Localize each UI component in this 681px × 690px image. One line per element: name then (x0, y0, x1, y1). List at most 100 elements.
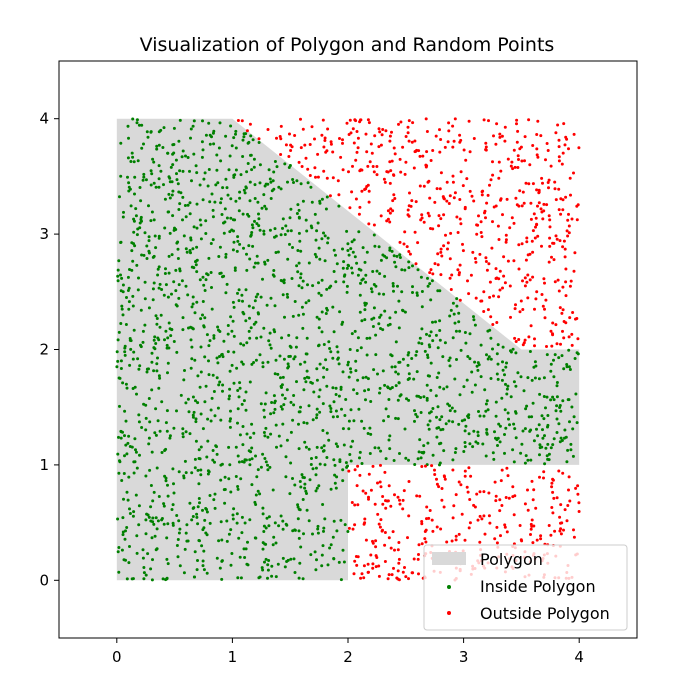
outside-point (540, 210, 544, 214)
inside-point (147, 204, 150, 208)
inside-point (139, 343, 142, 347)
inside-point (181, 432, 185, 436)
inside-point (305, 421, 309, 425)
inside-point (541, 428, 544, 432)
outside-point (458, 298, 462, 302)
inside-point (563, 428, 567, 432)
inside-point (565, 365, 569, 369)
outside-point (384, 499, 387, 503)
inside-point (437, 426, 441, 430)
inside-point (214, 183, 218, 187)
inside-point (121, 533, 125, 537)
inside-point (318, 410, 322, 414)
inside-point (538, 443, 542, 447)
inside-point (524, 407, 528, 411)
outside-point (523, 284, 527, 288)
outside-point (425, 505, 429, 509)
inside-point (295, 179, 299, 183)
inside-point (462, 385, 466, 389)
inside-point (119, 322, 123, 325)
inside-point (440, 415, 444, 419)
inside-point (458, 393, 462, 397)
outside-point (397, 541, 401, 544)
inside-point (142, 142, 145, 146)
outside-point (553, 280, 557, 284)
inside-point (503, 408, 507, 412)
inside-point (493, 430, 496, 434)
inside-point (139, 215, 143, 219)
inside-point (216, 406, 220, 410)
outside-point (535, 222, 539, 226)
inside-point (233, 266, 237, 270)
inside-point (188, 201, 192, 205)
outside-point (537, 191, 541, 195)
outside-point (391, 199, 395, 203)
inside-point (167, 321, 171, 325)
inside-point (322, 231, 325, 235)
outside-point (559, 503, 563, 507)
inside-point (150, 351, 154, 355)
inside-point (364, 280, 368, 284)
outside-point (533, 236, 537, 240)
inside-point (383, 309, 387, 313)
inside-point (394, 310, 398, 314)
inside-point (526, 376, 530, 380)
inside-point (131, 294, 135, 298)
outside-point (561, 329, 564, 333)
outside-point (565, 519, 569, 523)
inside-point (256, 292, 260, 296)
inside-point (135, 466, 139, 470)
inside-point (232, 350, 236, 354)
outside-point (536, 119, 540, 123)
outside-point (550, 344, 554, 348)
inside-point (557, 356, 561, 360)
inside-point (253, 183, 257, 187)
inside-point (417, 450, 421, 454)
inside-point (388, 248, 392, 252)
inside-point (362, 426, 366, 430)
inside-point (203, 171, 207, 175)
legend-box (423, 544, 628, 631)
outside-point (444, 233, 447, 237)
outside-point (431, 529, 435, 533)
outside-point (526, 296, 530, 300)
inside-point (262, 408, 266, 412)
inside-point (349, 247, 353, 251)
outside-point (514, 303, 517, 307)
outside-point (484, 145, 488, 149)
inside-point (292, 394, 296, 397)
inside-point (276, 250, 280, 254)
inside-point (146, 135, 150, 139)
outside-point (449, 288, 453, 291)
outside-point (440, 487, 444, 490)
inside-point (121, 516, 125, 520)
inside-point (227, 168, 231, 172)
inside-point (154, 407, 158, 411)
inside-point (117, 471, 121, 475)
outside-point (393, 493, 396, 497)
inside-point (242, 399, 246, 403)
outside-point (567, 147, 570, 151)
outside-point (313, 137, 316, 141)
outside-point (498, 132, 502, 136)
inside-point (236, 485, 240, 488)
inside-point (568, 420, 571, 424)
outside-point (407, 480, 411, 483)
inside-point (252, 361, 256, 364)
inside-point (325, 306, 329, 310)
inside-point (229, 490, 233, 494)
outside-point (359, 118, 363, 122)
inside-point (157, 143, 161, 147)
inside-point (250, 457, 254, 461)
outside-point (564, 280, 568, 284)
outside-point (392, 146, 396, 150)
outside-point (371, 541, 375, 545)
inside-point (137, 420, 141, 424)
inside-point (121, 313, 125, 317)
outside-point (500, 468, 504, 472)
outside-point (529, 533, 532, 536)
inside-point (125, 452, 129, 456)
inside-point (149, 219, 153, 223)
outside-point (383, 470, 387, 474)
inside-point (272, 187, 276, 191)
